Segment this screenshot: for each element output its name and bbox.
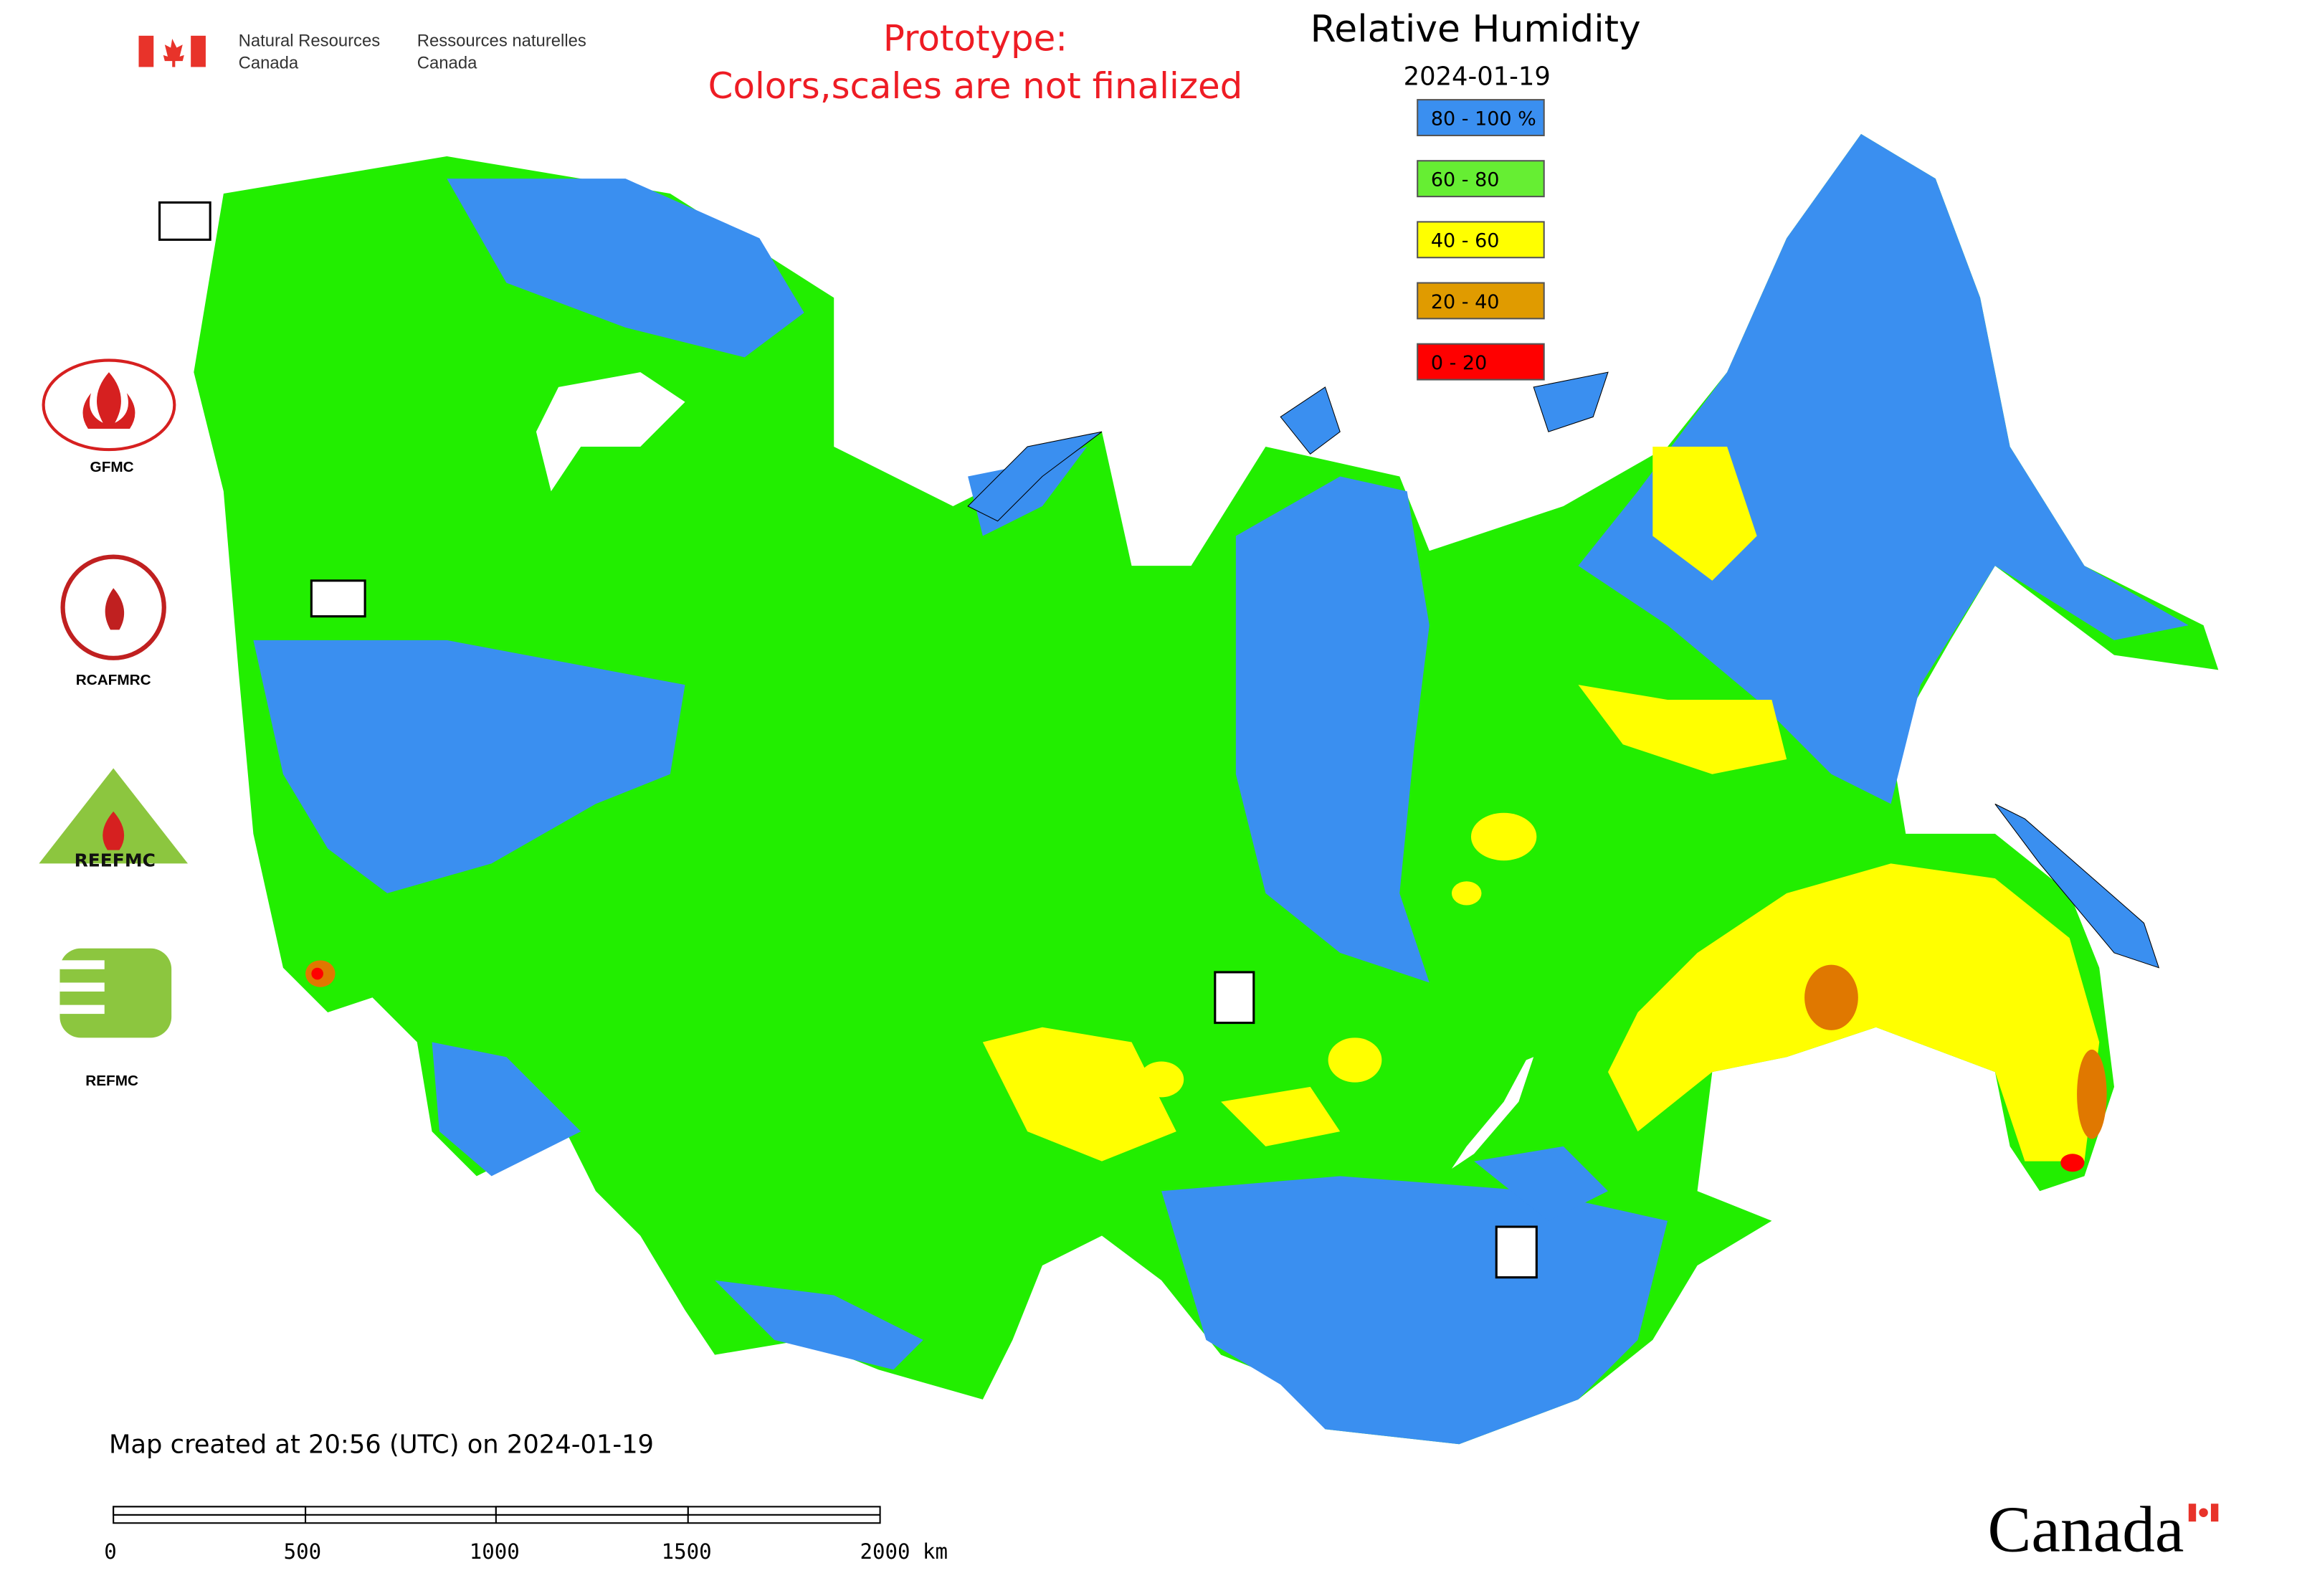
created-note: Map created at 20:56 (UTC) on 2024-01-19 xyxy=(109,1430,654,1460)
white-sea xyxy=(536,372,685,492)
zone-yellow xyxy=(1451,881,1482,906)
logo-stripe xyxy=(60,960,105,969)
severnaya-zemlya xyxy=(1280,386,1341,455)
maple-leaf xyxy=(163,38,184,67)
logos: GFMC RCAFMRC REFMC xyxy=(39,201,1538,1279)
zone-orange xyxy=(1804,964,1858,1030)
logo-refmc xyxy=(60,948,172,1038)
zone-yellow xyxy=(1138,1061,1184,1098)
agency-signature: Natural Resources Canada Ressources natu… xyxy=(138,31,586,73)
logo-flame xyxy=(103,811,125,850)
legend-swatch xyxy=(1417,343,1545,381)
agency-fr: Canada xyxy=(417,54,477,73)
humid-zones xyxy=(253,133,2189,1445)
wordmark-flag xyxy=(2188,1504,2219,1522)
scale-bar xyxy=(113,1506,881,1524)
very-dry-zones xyxy=(305,960,2107,1139)
legend-swatch xyxy=(1417,282,1545,320)
agency-en: Canada xyxy=(239,54,299,73)
flag-bar xyxy=(138,35,154,67)
map-marker xyxy=(1214,971,1255,1025)
logo-label: REEFMC xyxy=(75,850,156,871)
logo-flame xyxy=(82,372,135,429)
legend-label: 80 - 100 % xyxy=(1431,108,1536,130)
legend-label: 20 - 40 xyxy=(1431,291,1500,313)
notice: Colors,scales are not finalized xyxy=(708,65,1243,107)
legend-swatch xyxy=(1417,221,1545,259)
logo-label: GFMC xyxy=(90,459,134,475)
zone-blue xyxy=(432,1042,581,1177)
logo-flame xyxy=(105,588,125,630)
zone-yellow xyxy=(1470,812,1537,861)
logo-gfmc xyxy=(42,358,176,452)
scale-label: 0 xyxy=(104,1539,117,1564)
map-title: Relative Humidity xyxy=(1311,8,1641,51)
zone-blue xyxy=(1161,1176,1668,1445)
scale-label: 500 xyxy=(284,1539,322,1564)
logo-label: REFMC xyxy=(85,1073,138,1089)
lakes xyxy=(536,372,1534,1169)
zone-blue xyxy=(1578,133,2189,804)
notice: Prototype: xyxy=(883,18,1067,60)
map-date: 2024-01-19 xyxy=(1404,62,1551,91)
map-marker xyxy=(1495,1225,1538,1279)
driest-zones xyxy=(311,967,2085,1172)
scale-segment xyxy=(495,1506,689,1516)
scale-labels: 0 500 1000 1500 2000 km xyxy=(104,1539,948,1564)
lake-baikal xyxy=(1451,1057,1534,1169)
scale-label: 1000 xyxy=(470,1539,520,1564)
zone-blue xyxy=(1235,476,1430,983)
map-marker xyxy=(310,579,366,618)
maple-leaf xyxy=(2199,1508,2208,1517)
map-marker xyxy=(158,201,211,241)
novaya-zemlya xyxy=(967,431,1103,522)
zone-red xyxy=(311,967,323,980)
zone-yellow xyxy=(1328,1037,1382,1083)
scale-label: 2000 km xyxy=(860,1539,948,1564)
zone-orange xyxy=(2077,1049,2107,1139)
legend-swatch xyxy=(1417,160,1545,198)
flag-bar xyxy=(191,35,206,67)
scale-label: 1500 xyxy=(662,1539,712,1564)
zone-blue xyxy=(1474,1146,1608,1221)
agency-fr: Ressources naturelles xyxy=(417,31,586,50)
zone-blue xyxy=(253,640,685,893)
new-siberian-islands xyxy=(1533,371,1609,432)
legend-label: 40 - 60 xyxy=(1431,230,1500,252)
zone-yellow xyxy=(982,1027,1176,1162)
flag-bar xyxy=(2210,1504,2219,1522)
logo-stripe xyxy=(60,1004,105,1015)
legend-swatch xyxy=(1417,99,1545,136)
legend: 80 - 100 % 60 - 80 40 - 60 20 - 40 0 - 20 xyxy=(1417,99,1545,381)
logo-stripe xyxy=(60,982,105,992)
map xyxy=(194,133,2219,1445)
legend-label: 60 - 80 xyxy=(1431,169,1500,191)
agency-en: Natural Resources xyxy=(239,31,381,50)
zone-blue xyxy=(715,1280,923,1370)
zone-red xyxy=(2060,1154,2085,1172)
legend-label: 0 - 20 xyxy=(1431,352,1487,374)
scale-segment xyxy=(113,1506,307,1516)
zone-blue xyxy=(447,179,804,358)
islands xyxy=(967,371,2160,969)
wordmark: Canada xyxy=(1987,1493,2184,1566)
zone-yellow xyxy=(1578,685,1787,774)
flag-bar xyxy=(2188,1504,2197,1522)
sakhalin xyxy=(1994,803,2160,969)
logo-label: RCAFMRC xyxy=(76,672,151,688)
zone-yellow xyxy=(1652,446,1757,581)
